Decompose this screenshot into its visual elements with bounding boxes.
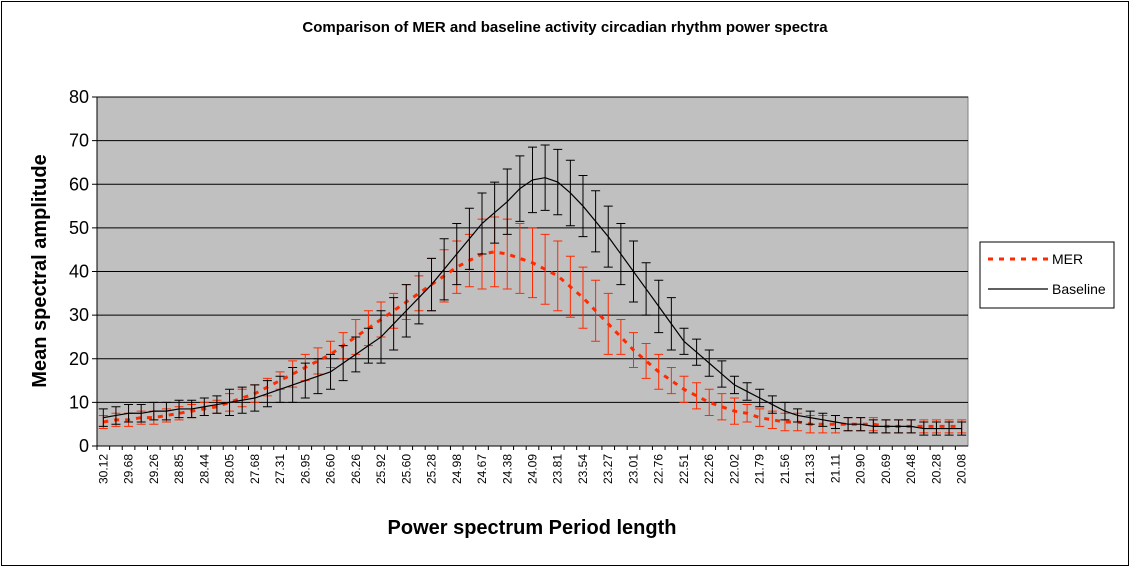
y-tick-label: 40: [69, 262, 89, 282]
x-tick-label: 22.51: [677, 454, 691, 484]
x-tick-label: 20.28: [929, 454, 943, 484]
x-tick-label: 21.56: [778, 454, 792, 484]
x-tick-label: 26.60: [324, 454, 338, 484]
error-bar: [692, 382, 702, 410]
x-tick-label: 23.01: [626, 454, 640, 484]
y-tick-label: 80: [69, 87, 89, 107]
error-bar: [717, 393, 727, 421]
x-tick-label: 21.79: [753, 454, 767, 484]
x-tick-label: 30.12: [96, 454, 110, 484]
x-tick-label: 23.81: [551, 454, 565, 484]
y-tick-label: 10: [69, 392, 89, 412]
x-tick-label: 26.26: [349, 454, 363, 484]
x-tick-label: 24.09: [526, 454, 540, 484]
error-bar: [755, 408, 765, 427]
x-tick-label: 20.69: [879, 454, 893, 484]
x-tick-label: 23.54: [576, 454, 590, 484]
error-bar: [666, 366, 676, 395]
x-axis-title: Power spectrum Period length: [388, 517, 677, 539]
chart-title: Comparison of MER and baseline activity …: [302, 19, 828, 36]
series-line: [103, 250, 962, 428]
y-tick-label: 20: [69, 349, 89, 369]
x-tick-label: 23.27: [601, 454, 615, 484]
x-tick-label: 24.38: [500, 454, 514, 484]
error-bar: [515, 223, 525, 294]
x-tick-label: 28.05: [223, 454, 237, 484]
x-tick-label: 22.76: [652, 454, 666, 484]
legend-box: [979, 241, 1115, 309]
y-tick-label: 0: [79, 436, 89, 456]
legend-label: Baseline: [1052, 281, 1106, 297]
x-tick-label: 22.02: [727, 454, 741, 484]
x-tick-label: 25.60: [399, 454, 413, 484]
y-tick-label: 30: [69, 305, 89, 325]
x-tick-label: 27.31: [273, 454, 287, 484]
x-tick-label: 21.33: [803, 454, 817, 484]
x-tick-label: 25.28: [425, 454, 439, 484]
x-tick-label: 21.11: [828, 454, 842, 483]
x-tick-label: 25.92: [374, 454, 388, 484]
x-tick-label: 29.68: [122, 454, 136, 484]
x-tick-label: 22.26: [702, 454, 716, 484]
error-bar: [578, 266, 588, 329]
error-bar: [616, 318, 626, 355]
series-line: [103, 177, 962, 430]
x-tick-label: 20.08: [955, 454, 969, 484]
error-bar: [553, 240, 563, 312]
error-bar: [641, 342, 651, 379]
x-tick-label: 20.48: [904, 454, 918, 484]
x-tick-label: 20.90: [854, 454, 868, 484]
y-tick-label: 70: [69, 131, 89, 151]
x-tick-label: 24.67: [475, 454, 489, 484]
x-tick-label: 28.85: [172, 454, 186, 484]
y-axis-title: Mean spectral amplitude: [29, 154, 51, 387]
x-tick-label: 29.26: [147, 454, 161, 484]
y-tick-label: 60: [69, 174, 89, 194]
x-tick-label: 26.95: [298, 454, 312, 484]
x-tick-label: 24.98: [450, 454, 464, 484]
y-tick-label: 50: [69, 218, 89, 238]
x-tick-label: 28.44: [197, 454, 211, 484]
legend-label: MER: [1052, 251, 1083, 267]
x-tick-label: 27.68: [248, 454, 262, 484]
error-bar: [704, 388, 714, 416]
